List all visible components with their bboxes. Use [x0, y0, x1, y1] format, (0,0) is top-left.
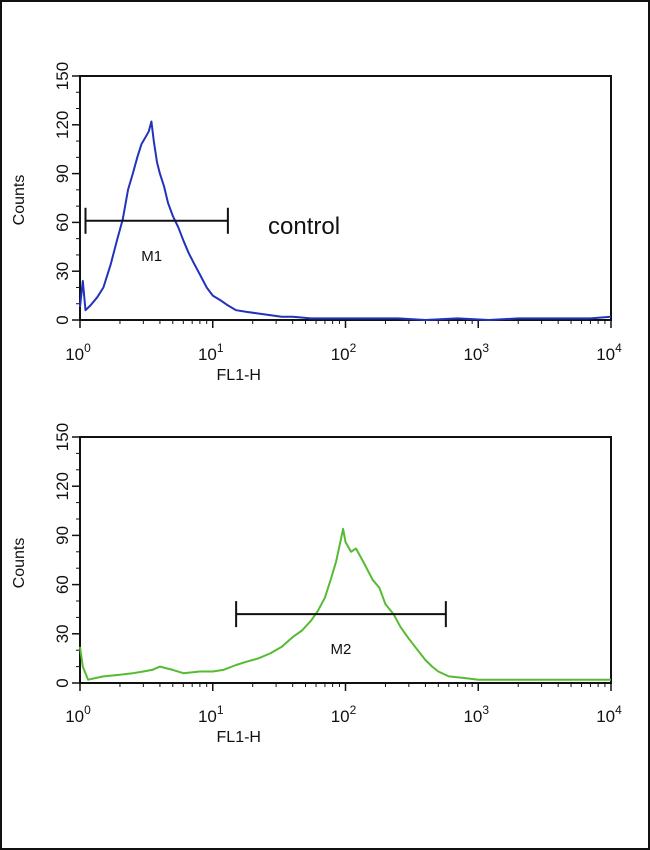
- y-axis-title: Counts: [11, 175, 28, 226]
- y-tick-label: 60: [53, 213, 72, 232]
- x-axis-title: FL1-H: [217, 367, 261, 384]
- gate-label: M1: [141, 248, 162, 265]
- histogram-panel-control: 100 101 102 103 104 0 30 60 90 120 150 Counts FL1-H M…: [11, 62, 622, 384]
- x-tick-label: 101: [198, 341, 224, 364]
- x-axis-title: FL1-H: [217, 729, 261, 746]
- y-tick-label: 0: [53, 315, 72, 324]
- x-tick-label: 103: [463, 341, 489, 364]
- x-tick-label: 104: [596, 703, 622, 726]
- x-tick-label: 102: [331, 703, 357, 726]
- x-tick-label: 100: [65, 341, 91, 364]
- y-tick-label: 90: [53, 164, 72, 183]
- x-tick-label: 103: [463, 703, 489, 726]
- histogram-series-line: [79, 527, 611, 681]
- gate-label: M2: [331, 641, 352, 658]
- y-tick-label: 60: [53, 575, 72, 594]
- x-tick-label: 104: [596, 341, 622, 364]
- plot-area: [79, 75, 612, 321]
- x-tick-label: 100: [65, 703, 91, 726]
- y-tick-label: 0: [53, 678, 72, 687]
- y-tick-label: 30: [53, 624, 72, 643]
- y-tick-label: 120: [53, 472, 72, 500]
- y-tick-label: 90: [53, 526, 72, 545]
- x-tick-label: 101: [198, 703, 224, 726]
- histogram-series-line: [79, 120, 612, 321]
- y-tick-label: 150: [53, 423, 72, 451]
- y-tick-label: 120: [53, 111, 72, 139]
- histogram-panel-sample: 100 101 102 103 104 0 30 60 90 120 150 Counts FL1-H M…: [11, 423, 622, 746]
- x-tick-label: 102: [331, 341, 357, 364]
- y-tick-label: 150: [53, 62, 72, 90]
- y-tick-label: 30: [53, 262, 72, 281]
- y-axis-title: Counts: [11, 538, 28, 589]
- panel-annotation: control: [268, 213, 340, 240]
